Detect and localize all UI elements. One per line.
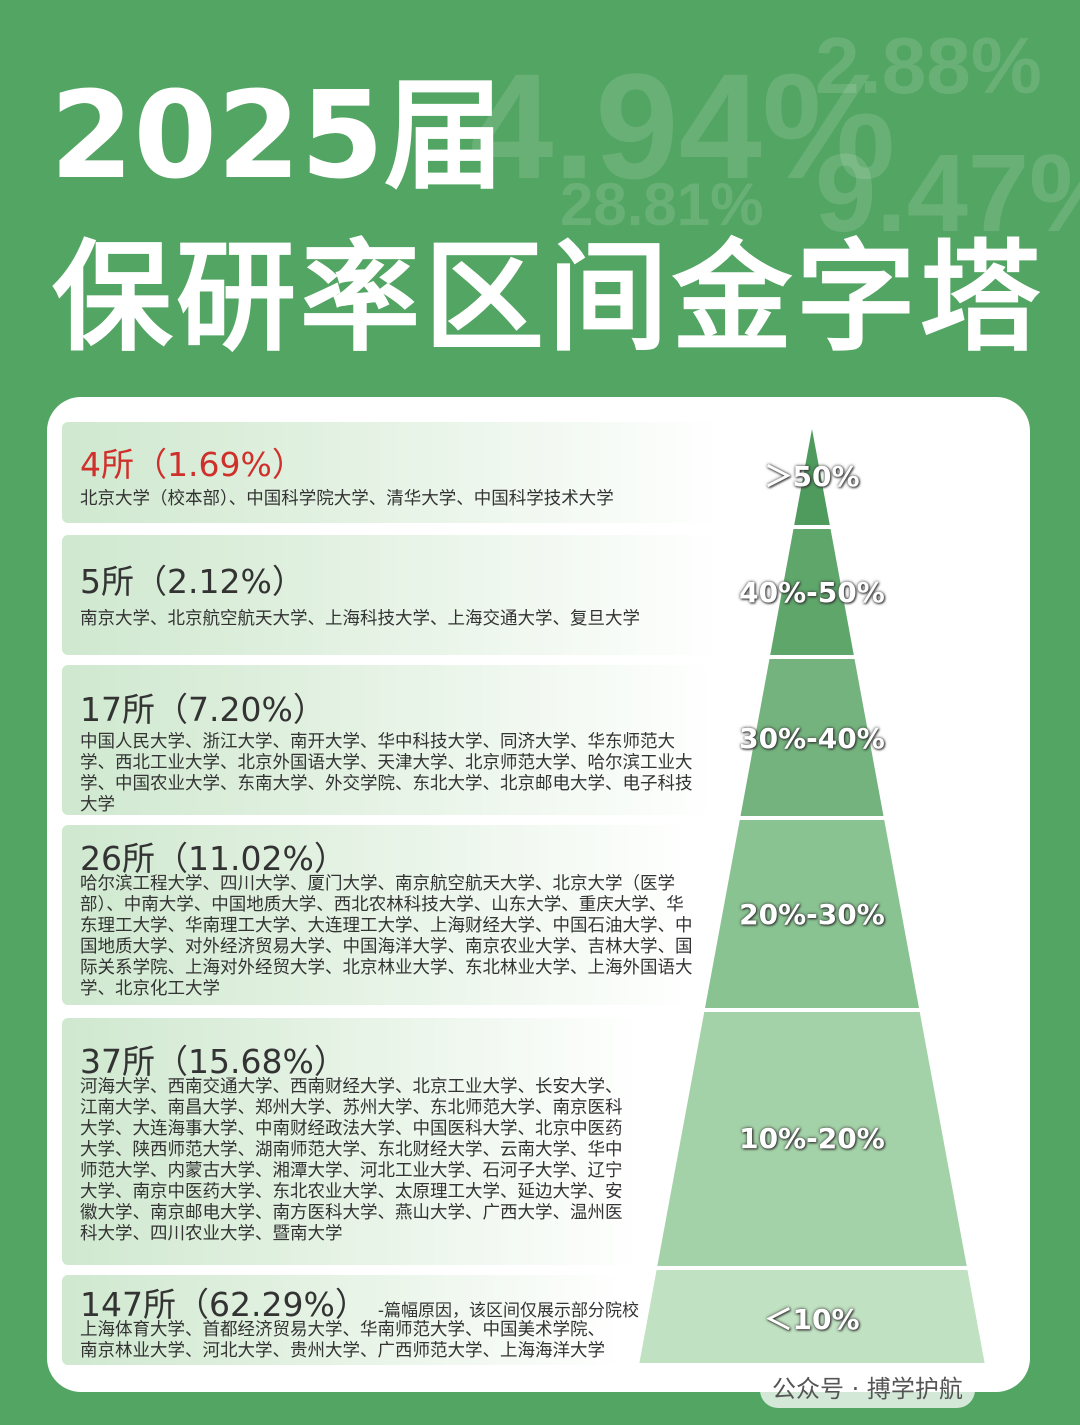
tier-heading: 147所（62.29%） xyxy=(80,1285,368,1324)
tier-schools: 中国人民大学、浙江大学、南开大学、华中科技大学、同济大学、华东师范大学、西北工业… xyxy=(80,732,693,815)
tier-panel xyxy=(62,1018,642,1265)
tier-panel xyxy=(62,1275,622,1365)
tier-range: 40%-50% xyxy=(739,576,885,609)
tier-heading: 26所（11.02%） xyxy=(80,839,347,878)
pyramid-level xyxy=(634,1266,990,1367)
bg-figure: 4.94% xyxy=(470,42,896,210)
tier-heading: 4所（1.69%） xyxy=(80,445,305,484)
tier-range: 30%-40% xyxy=(739,722,885,755)
tier-range: 20%-30% xyxy=(739,898,885,931)
tier-panel xyxy=(62,665,717,815)
tier-schools: 南京大学、北京航空航天大学、上海科技大学、上海交通大学、复旦大学 xyxy=(80,609,640,629)
tier-range: ＞50% xyxy=(764,460,860,493)
watermark: 公众号 · 搏学护航 xyxy=(760,1365,975,1408)
tier-panel xyxy=(62,825,692,1005)
tier-range: 10%-20% xyxy=(739,1122,885,1155)
tier-schools: 哈尔滨工程大学、四川大学、厦门大学、南京航空航天大学、北京大学（医学部）、中南大… xyxy=(80,874,693,999)
bg-figure: 28.81% xyxy=(560,171,764,238)
tier-heading: 17所（7.20%） xyxy=(80,690,326,729)
tier-schools: 北京大学（校本部）、中国科学院大学、清华大学、中国科学技术大学 xyxy=(80,489,614,509)
tier-panel xyxy=(62,422,722,523)
bg-figure: 2.88% xyxy=(815,21,1042,110)
tier-heading: 5所（2.12%） xyxy=(80,562,305,601)
title-line1: 2025届 xyxy=(50,67,504,206)
tier-schools: 上海体育大学、首都经济贸易大学、华南师范大学、中国美术学院、南京林业大学、河北大… xyxy=(80,1320,605,1361)
tier-heading: 37所（15.68%） xyxy=(80,1042,347,1081)
tier-panel xyxy=(62,535,722,655)
tier-range: ＜10% xyxy=(764,1303,860,1336)
title-line2: 保研率区间金字塔 xyxy=(52,229,1044,368)
bg-figure: 9.47% xyxy=(815,132,1080,255)
tier-heading-row: 147所（62.29%） -篇幅原因，该区间仅展示部分院校 xyxy=(80,1278,639,1326)
tier-schools: 河海大学、西南交通大学、西南财经大学、北京工业大学、长安大学、江南大学、南昌大学… xyxy=(80,1077,623,1244)
tier-note: -篇幅原因，该区间仅展示部分院校 xyxy=(377,1301,639,1321)
